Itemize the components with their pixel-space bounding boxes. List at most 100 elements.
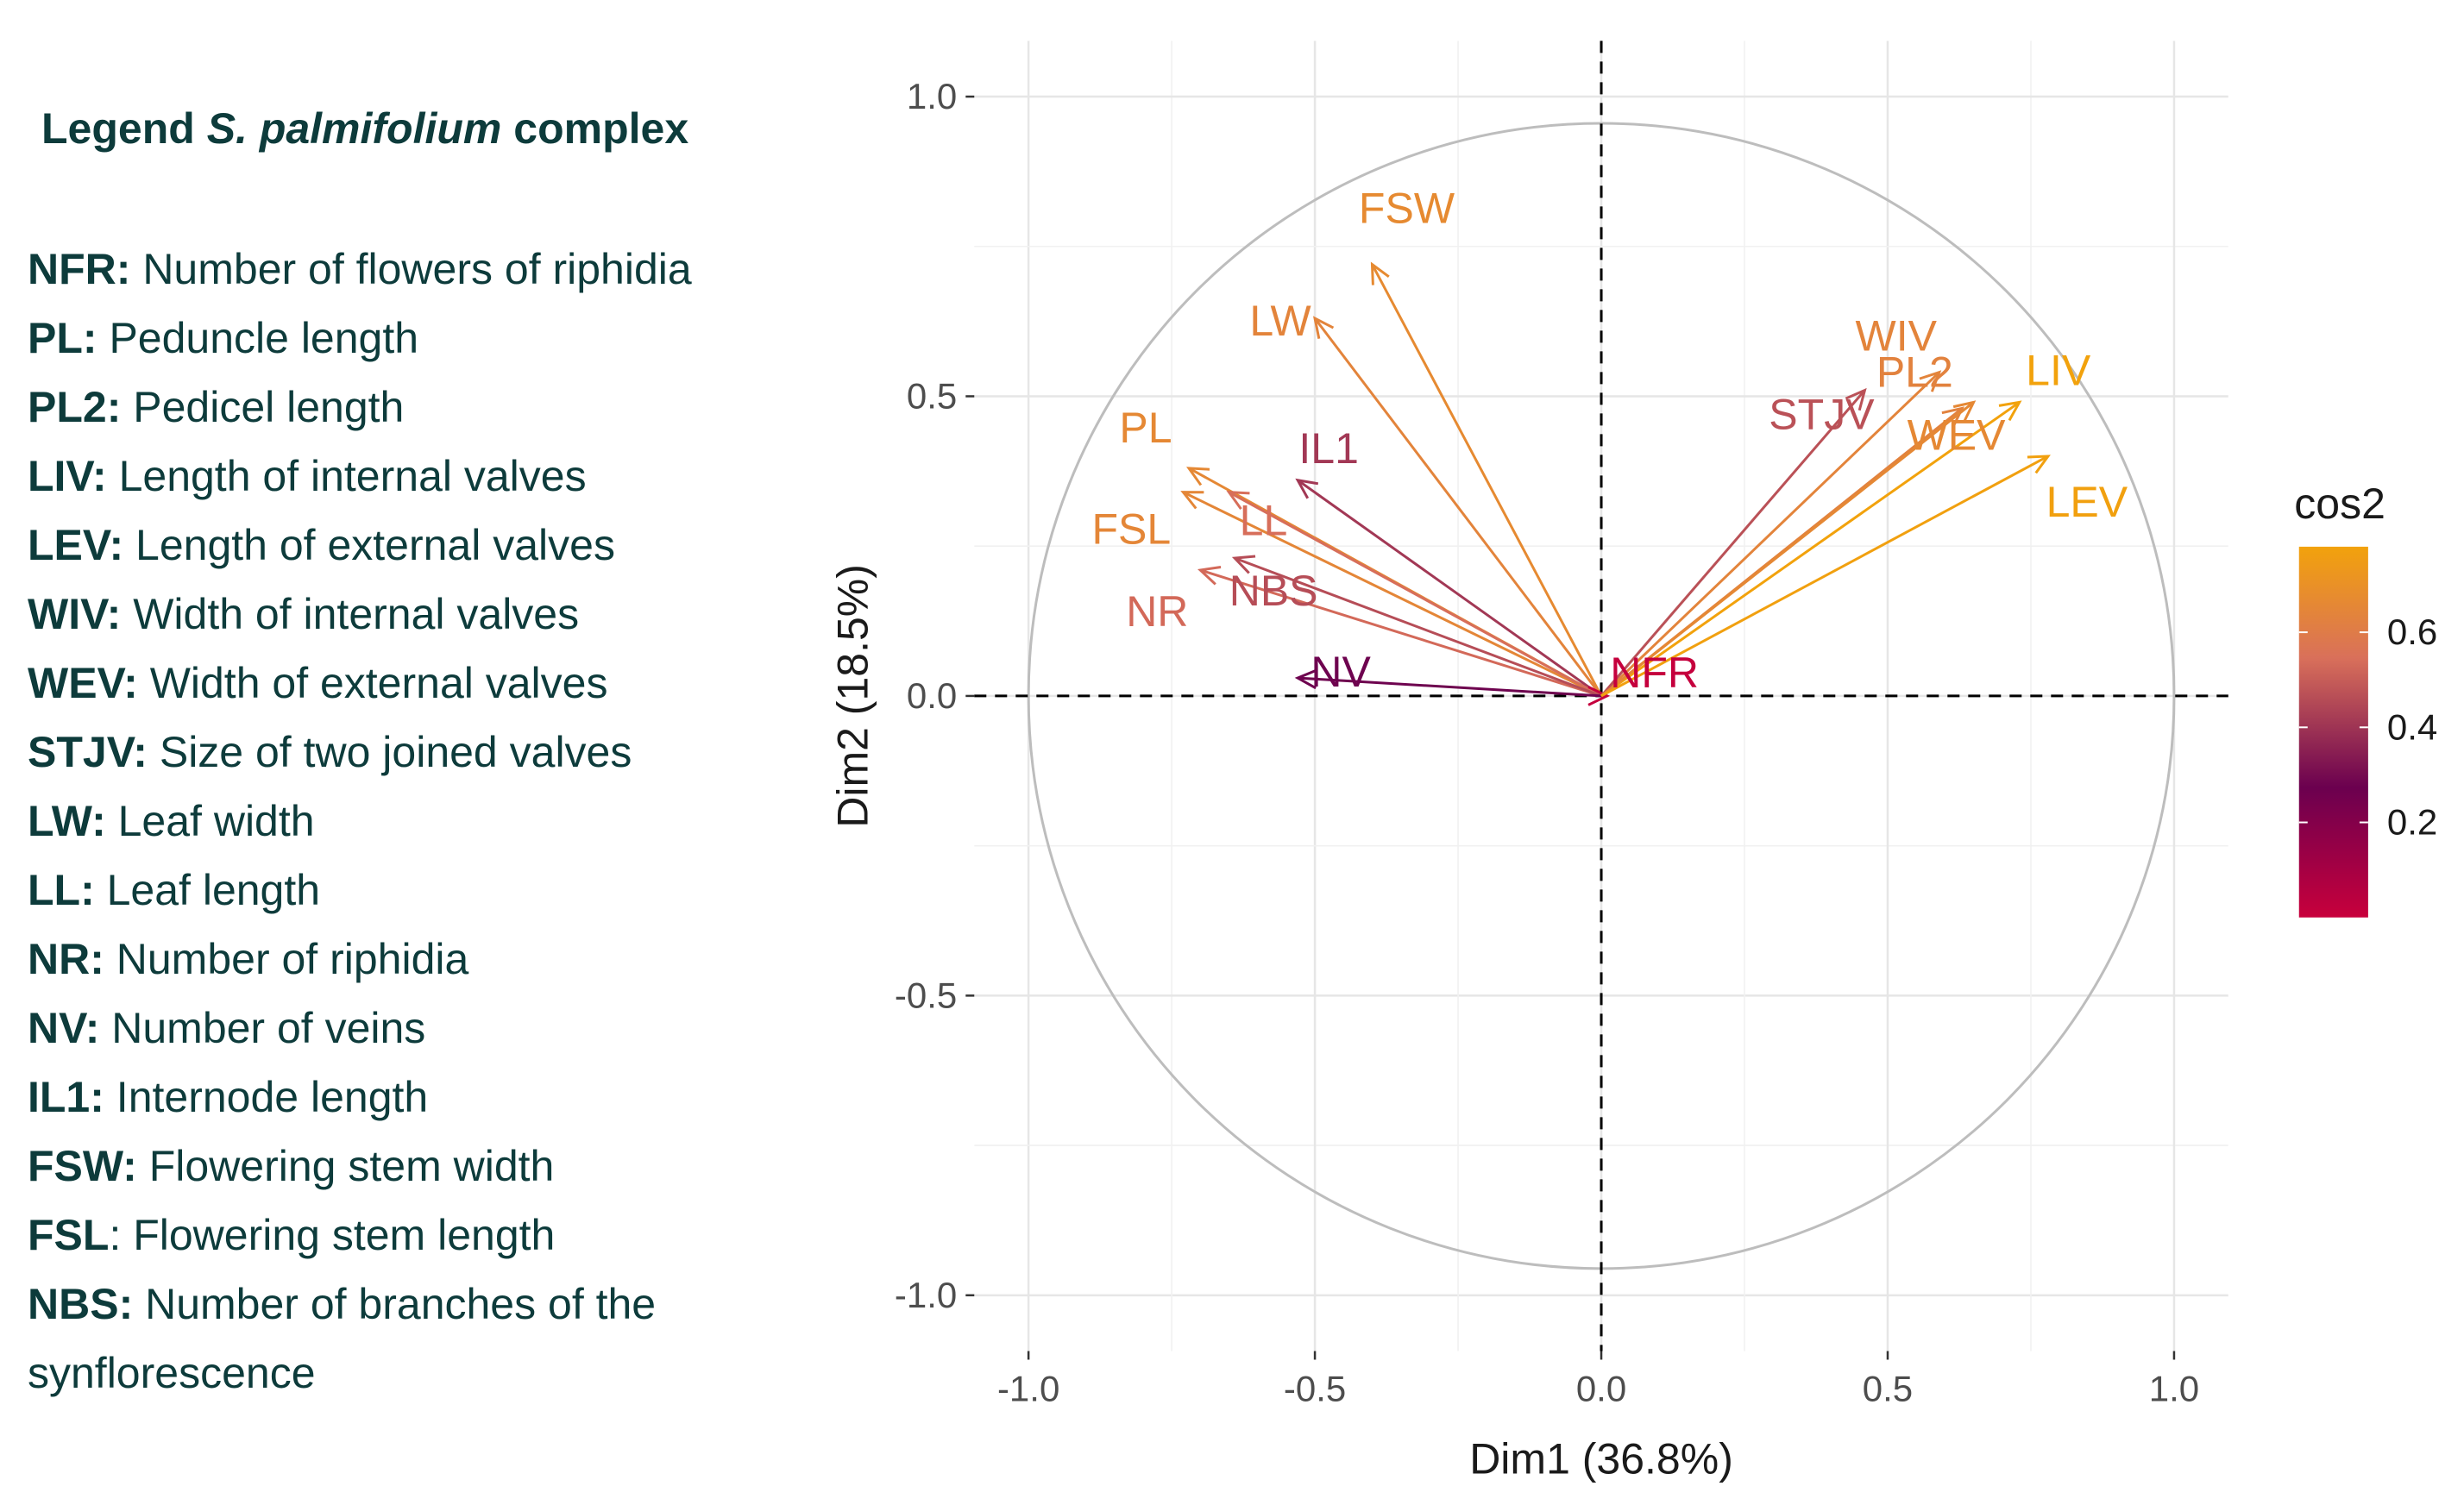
x-tick-label: -0.5 (1284, 1368, 1346, 1408)
legend-entry-desc: Flowering stem width (136, 1142, 555, 1190)
legend-entry-abbr: LW: (28, 797, 106, 845)
variable-arrow-head (1952, 400, 1977, 422)
colorbar-ticks: 0.2 0.4 0.6 (2298, 611, 2437, 843)
colorbar-gradient (2298, 546, 2368, 918)
legend-entry: LIV: Length of internal valves (28, 442, 787, 511)
colorbar-tick-label: 0.4 (2387, 706, 2437, 747)
legend-entry: LL: Leaf length (28, 856, 787, 925)
variable-arrow-line (1298, 676, 1602, 698)
axis-ticks: -1.0 -0.5 0.0 0.5 1.0 -1.0 -0.5 0.0 0.5 1.0 (895, 76, 2199, 1408)
legend-entry-desc: Width of external valves (137, 659, 608, 707)
variable-arrow-head (1998, 400, 2022, 422)
variable-arrow-line (1600, 401, 1975, 698)
legend-entry-abbr: NV: (28, 1004, 100, 1052)
legend-entry-abbr: FSW: (28, 1142, 137, 1190)
variable-arrow-line (1234, 556, 1602, 698)
x-tick-label: 0.5 (1863, 1368, 1913, 1408)
y-tick-label: -1.0 (895, 1275, 957, 1315)
x-tick-label: 1.0 (2149, 1368, 2199, 1408)
legend-entry-desc: Width of internal valves (121, 590, 580, 638)
variable-arrow-head (1370, 261, 1390, 285)
legend-entry-abbr: WEV: (28, 659, 138, 707)
colorbar-tick-label: 0.6 (2387, 611, 2437, 652)
variable-label: LL (1240, 497, 1288, 545)
legend-entry-desc: Number of flowers of riphidia (130, 245, 692, 293)
legend-title-prefix: Legend (41, 104, 207, 153)
legend-entry: WIV: Width of internal valves (28, 580, 787, 649)
legend-title-species: S. palmifolium (206, 104, 502, 153)
legend-entry-abbr: WIV: (28, 590, 122, 638)
variable-label: PL (1119, 404, 1172, 452)
legend-title-suffix: complex (501, 104, 689, 153)
legend-entry-abbr: STJV: (28, 728, 148, 776)
variable-label: NV (1311, 648, 1371, 696)
variable-label: WEV (1908, 411, 2007, 459)
variable-label: WIV (1856, 312, 1938, 361)
variable-arrow-head (1919, 370, 1942, 392)
legend-entry-desc: Number of veins (99, 1004, 426, 1052)
legend-entry-abbr: NFR: (28, 245, 131, 293)
variable-label: PL2 (1876, 348, 1953, 396)
legend-title: Legend S. palmifolium complex (41, 103, 688, 154)
x-tick-label: 0.0 (1576, 1368, 1626, 1408)
variable-arrow-line (1199, 568, 1602, 698)
y-tick-label: 0.0 (907, 675, 957, 716)
legend-entry-desc: Pedicel length (121, 383, 405, 431)
variable-arrow-head (1941, 406, 1965, 428)
variable-arrow-head (1180, 491, 1204, 510)
variable-label: NFR (1610, 649, 1699, 697)
legend-entry: PL: Peduncle length (28, 304, 787, 373)
variable-label: STJV (1769, 391, 1875, 439)
legend-entry: FSL: Flowering stem length (28, 1201, 787, 1270)
variable-label: LEV (2046, 478, 2128, 526)
legend-entry-desc: Length of external valves (123, 521, 615, 569)
variable-arrow-line (1297, 479, 1602, 698)
legend-entry: NFR: Number of flowers of riphidia (28, 235, 787, 304)
variable-arrow-head (1197, 566, 1222, 586)
legend-entry-abbr: LL: (28, 866, 95, 914)
variable-arrow-line (1600, 401, 2021, 698)
variable-label: NR (1126, 587, 1188, 636)
colorbar-legend: cos2 0.2 0.4 0.6 (2294, 480, 2437, 918)
variable-arrows (1180, 261, 2051, 706)
legend-entry-abbr: PL2: (28, 383, 122, 431)
y-tick-label: 0.5 (907, 375, 957, 416)
legend-entry-desc: : Flowering stem length (109, 1211, 556, 1259)
legend-entry: NBS: Number of branches of the synflores… (28, 1270, 787, 1408)
legend-entry-desc: Number of riphidia (104, 935, 469, 983)
legend-entry: WEV: Width of external valves (28, 649, 787, 718)
legend-entry-desc: Size of two joined valves (147, 728, 632, 776)
variable-label: FSW (1359, 185, 1455, 233)
x-tick-label: -1.0 (997, 1368, 1059, 1408)
x-axis-title: Dim1 (36.8%) (1469, 1435, 1733, 1483)
variable-arrow-head (1587, 686, 1611, 706)
legend-list: NFR: Number of flowers of riphidia PL: Pe… (28, 235, 787, 1408)
variable-label: NBS (1229, 567, 1318, 615)
colorbar-title: cos2 (2294, 480, 2385, 528)
variable-arrow-head (1226, 490, 1250, 511)
legend-entry-abbr: PL: (28, 314, 97, 362)
legend-entry: PL2: Pedicel length (28, 373, 787, 442)
legend-entry-abbr: FSL (28, 1211, 110, 1259)
legend-entry: IL1: Internode length (28, 1063, 787, 1132)
variable-arrow-head (2027, 455, 2051, 474)
y-tick-label: 1.0 (907, 76, 957, 116)
variable-arrow-line (1600, 389, 1866, 697)
legend-entry: STJV: Size of two joined valves (28, 718, 787, 787)
variable-arrow-line (1313, 317, 1603, 697)
variable-label: LIV (2026, 346, 2091, 394)
colorbar-tick-label: 0.2 (2387, 802, 2437, 843)
legend-entry-desc: Leaf width (105, 797, 315, 845)
legend-entry-desc: Length of internal valves (106, 452, 587, 500)
variable-arrow-line (1371, 263, 1603, 697)
legend-entry-abbr: LEV: (28, 521, 124, 569)
variable-arrow-head (1185, 467, 1210, 486)
legend-entry-abbr: NBS: (28, 1280, 134, 1328)
variable-arrow-head (1312, 316, 1335, 339)
legend-panel: Legend S. palmifolium complex NFR: Numbe… (0, 0, 828, 1505)
legend-entry-abbr: NR: (28, 935, 104, 983)
legend-entry: LEV: Length of external valves (28, 511, 787, 580)
legend-entry-desc: Internode length (104, 1073, 429, 1121)
